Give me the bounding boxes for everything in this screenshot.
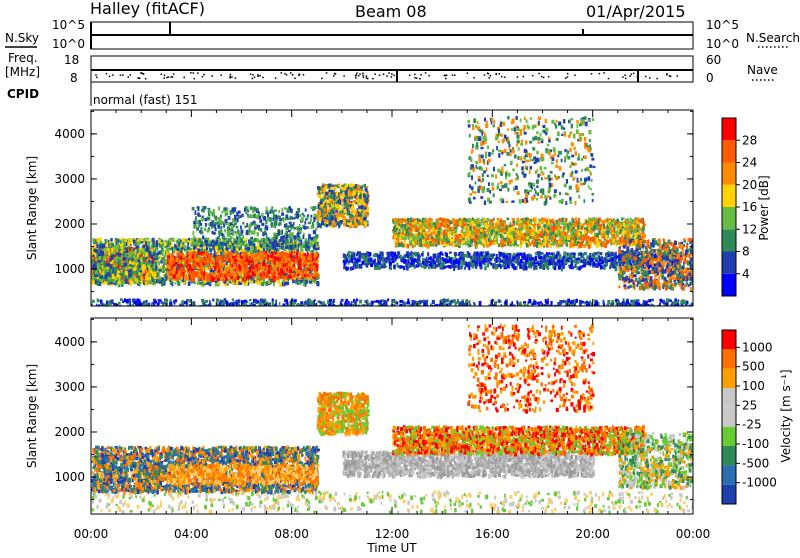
colorbar-tick-label: 100 (742, 379, 765, 393)
colorbar-tick-label: 25 (742, 398, 757, 412)
y-tick-label: 1000 (54, 262, 85, 276)
y-tick-label: 4000 (54, 127, 85, 141)
x-tick-label: 16:00 (475, 527, 510, 541)
colorbar-segment (722, 407, 736, 426)
y-tick-label: 4000 (54, 335, 85, 349)
x-tick-label: 00:00 (676, 527, 711, 541)
x-tick-label: 00:00 (74, 527, 109, 541)
colorbar-tick-label: 1000 (742, 340, 773, 354)
velocity-colorbar-label: Velocity [m s⁻¹] (779, 369, 793, 462)
freq-tick-top: 18 (64, 53, 79, 67)
colorbar-tick-label: 4 (742, 267, 750, 281)
noise-tick-bottom-right: 10^0 (706, 37, 739, 51)
nave-label: Nave (747, 63, 778, 77)
velocity-colorbar: 1000 500 100 25 -25 -100 -500 -1000 (722, 330, 777, 504)
y-tick-label: 3000 (54, 172, 85, 186)
noise-tick-top-left: 10^5 (52, 18, 85, 32)
colorbar-tick-label: -500 (742, 456, 769, 470)
velocity-ylabel: Slant Range [km] (25, 364, 39, 468)
colorbar-segment (722, 207, 736, 229)
colorbar-segment (722, 163, 736, 185)
colorbar-segment (722, 252, 736, 274)
colorbar-segment (722, 140, 736, 162)
colorbar-tick-label: 500 (742, 360, 765, 374)
colorbar-segment (722, 446, 736, 465)
freq-panel (91, 56, 693, 82)
colorbar-segment (722, 388, 736, 407)
colorbar-tick-label: 16 (742, 200, 757, 214)
date-title: 01/Apr/2015 (586, 2, 686, 21)
colorbar-segment (722, 118, 736, 140)
x-tick-label: 12:00 (375, 527, 410, 541)
y-tick-label: 2000 (54, 425, 85, 439)
colorbar-tick-label: 20 (742, 178, 757, 192)
velocity-panel: 1000 2000 3000 4000 Slant Range [km] (25, 318, 696, 515)
colorbar-segment (722, 427, 736, 446)
nave-dots (95, 72, 678, 79)
y-tick-label: 3000 (54, 380, 85, 394)
colorbar-segment (722, 369, 736, 388)
power-colorbar: 4 8 12 16 20 24 28 (722, 118, 757, 296)
x-tick-label: 20:00 (575, 527, 610, 541)
freq-unit-label: [MHz] (5, 65, 40, 79)
freq-label: Freq. (8, 51, 38, 65)
noise-tick-top-right: 10^5 (706, 18, 739, 32)
xaxis-label: Time UT (366, 541, 417, 554)
colorbar-segment (722, 465, 736, 484)
colorbar-tick-label: 12 (742, 222, 757, 236)
x-tick-label: 08:00 (274, 527, 309, 541)
power-colorbar-label: Power [dB] (757, 175, 771, 240)
cpid-label: CPID (7, 87, 39, 101)
time-axis: 00:00 04:00 08:00 12:00 16:00 20:00 00:00 (74, 527, 711, 541)
y-tick-label: 1000 (54, 470, 85, 484)
colorbar-tick-label: 24 (742, 156, 757, 170)
cpid-value: normal (fast) 151 (93, 93, 197, 107)
colorbar-segment (722, 229, 736, 251)
colorbar-segment (722, 485, 736, 504)
colorbar-tick-label: -100 (742, 437, 769, 451)
nsky-label: N.Sky (5, 31, 39, 45)
noise-tick-bottom-left: 10^0 (52, 37, 85, 51)
nsearch-label: N.Search (746, 31, 800, 45)
colorbar-tick-label: -25 (742, 418, 762, 432)
velocity-heatmap (91, 324, 695, 515)
colorbar-tick-label: 8 (742, 245, 750, 259)
colorbar-segment (722, 274, 736, 296)
freq-tick-bottom: 8 (70, 71, 78, 85)
colorbar-segment (722, 349, 736, 368)
colorbar-segment (722, 330, 736, 349)
nave-tick-top: 60 (706, 53, 721, 67)
colorbar-tick-label: -1000 (742, 476, 777, 490)
colorbar-tick-label: 28 (742, 133, 757, 147)
power-ylabel: Slant Range [km] (25, 156, 39, 260)
power-panel: 1000 2000 3000 4000 Slant Range [km] (25, 110, 696, 310)
colorbar-segment (722, 185, 736, 207)
station-title: Halley (fitACF) (90, 0, 205, 18)
nave-tick-bottom: 0 (706, 71, 714, 85)
power-heatmap (91, 116, 696, 310)
y-tick-label: 2000 (54, 217, 85, 231)
noise-panel (91, 22, 693, 49)
x-tick-label: 04:00 (174, 527, 209, 541)
beam-title: Beam 08 (355, 2, 427, 21)
